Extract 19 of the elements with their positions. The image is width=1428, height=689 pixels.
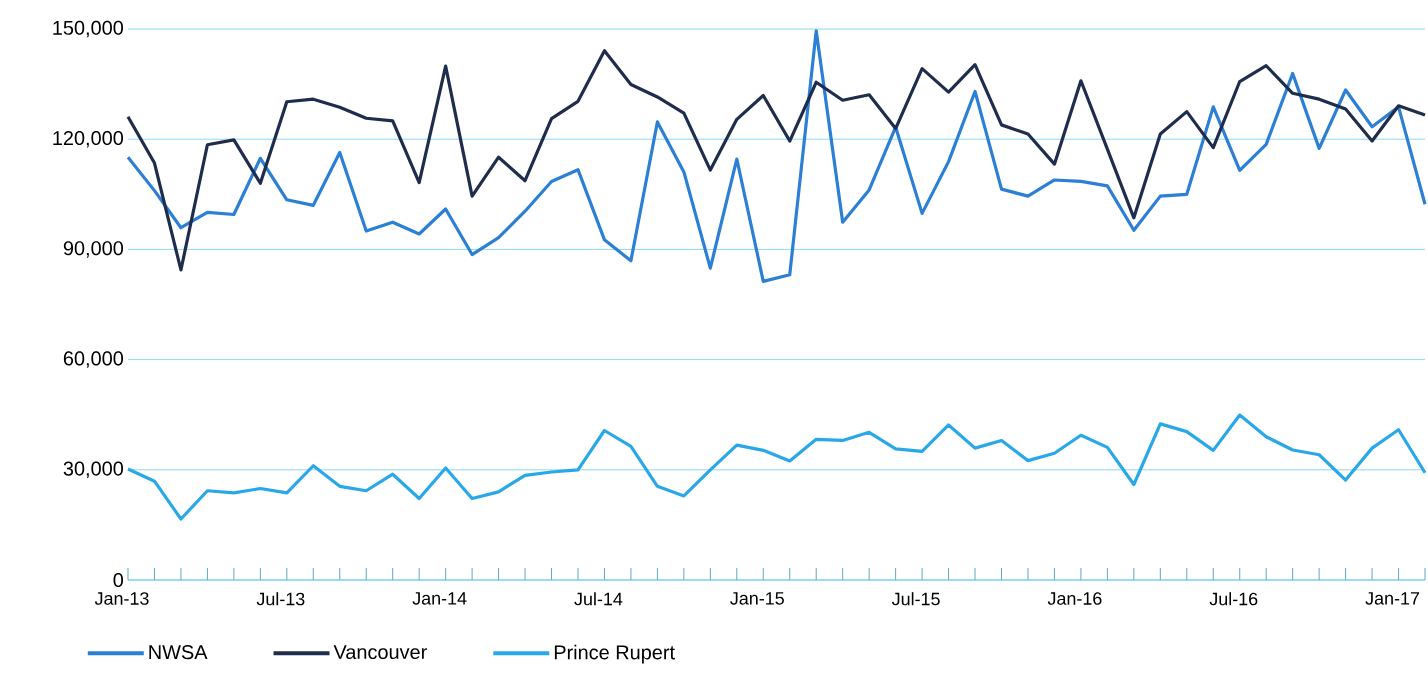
- x-tick-label: Jul-16: [1209, 592, 1258, 606]
- x-tick-label: Jan-15: [730, 592, 784, 605]
- y-tick-label: 120,000: [53, 130, 124, 148]
- y-tick-label: 0: [113, 572, 124, 588]
- x-tick-label: Jul-15: [891, 592, 940, 606]
- x-tick-label: Jan-14: [412, 592, 467, 605]
- y-tick-label: 30,000: [63, 461, 124, 479]
- legend-label: Vancouver: [333, 645, 427, 660]
- y-tick-label: 60,000: [63, 351, 124, 368]
- x-tick-label: Jan-16: [1047, 592, 1102, 605]
- line-series: [126, 413, 1427, 521]
- x-tick-label: Jul-13: [256, 592, 305, 606]
- legend-label: NWSA: [149, 645, 208, 660]
- legend-label: Prince Rupert: [554, 644, 675, 664]
- y-tick-label: 150,000: [53, 20, 124, 38]
- y-tick-label: 90,000: [63, 241, 124, 258]
- x-tick-label: Jul-14: [574, 592, 623, 606]
- x-tick-label: Jan-17: [1365, 592, 1420, 605]
- x-tick-label: Jan-13: [94, 592, 149, 605]
